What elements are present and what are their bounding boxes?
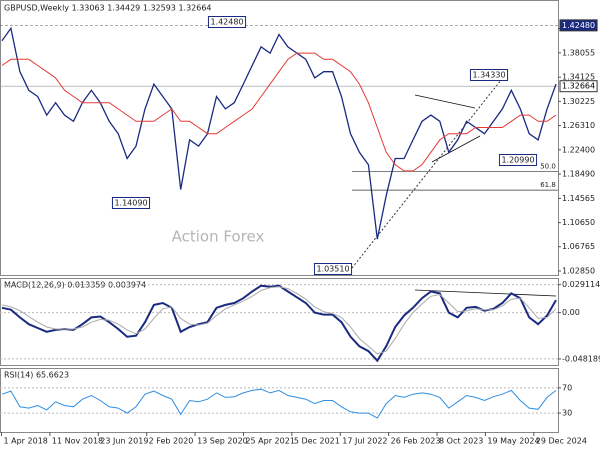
x-tick-label: 26 Feb 2023: [391, 437, 441, 446]
y-tick-label: 1.14565: [562, 194, 595, 203]
wedge-lower: [431, 135, 481, 163]
series-line: [1, 286, 557, 355]
x-tick-label: 2 Feb 2020: [149, 437, 194, 446]
y-tick-label: 1.10650: [562, 218, 595, 227]
y-tick-label: 0.029114: [562, 280, 600, 289]
label-box: [498, 154, 538, 166]
wedge-upper: [414, 94, 476, 109]
watermark: Action Forex: [172, 228, 265, 246]
macd-panel: [0, 278, 559, 366]
wedge: [414, 94, 481, 163]
annotation: 1.14090: [114, 199, 147, 208]
label-box: [469, 69, 509, 81]
y-tick-label: 1.26310: [562, 121, 595, 130]
y-tick-label: 70: [562, 383, 572, 392]
annotation: 1.34330: [472, 71, 505, 80]
y-tick-label: 1.18490: [562, 170, 595, 179]
series-line: [1, 26, 557, 240]
price-line-label: 1.32664: [562, 82, 595, 91]
y-tick-label: 1.06765: [562, 242, 595, 251]
x-tick-label: 23 Jun 2019: [100, 437, 148, 446]
y-tick-label: 1.22400: [562, 145, 595, 154]
x-tick-label: 11 Nov 2018: [52, 437, 103, 446]
series-line: [1, 52, 557, 172]
macd-resistance: [414, 289, 557, 297]
label-box: [559, 19, 598, 32]
panel-title: GBPUSD,Weekly 1.33063 1.34429 1.32593 1.…: [4, 4, 212, 13]
annotation: 1.03510: [316, 265, 349, 274]
y-tick-label: 1.30225: [562, 97, 595, 106]
series-line: [1, 388, 557, 419]
x-tick-label: 5 Dec 2021: [294, 437, 340, 446]
x-tick-label: 17 Jul 2022: [342, 437, 387, 446]
y-tick-label: 1.02850: [562, 266, 595, 275]
price-panel: [0, 0, 559, 276]
label-box: [111, 197, 151, 209]
x-tick-label: 1 Apr 2018: [4, 437, 48, 446]
label-box: [207, 16, 247, 28]
label-box: [559, 80, 598, 93]
y-tick-label: -0.048189: [562, 354, 600, 363]
x-tick-label: 25 Apr 2021: [245, 437, 294, 446]
label-box: [313, 263, 353, 275]
price-line-label: 1.42480: [562, 21, 595, 30]
fib-label: 50.0: [540, 162, 556, 170]
x-tick-label: 19 May 2024: [487, 437, 539, 446]
annotation: 1.42480: [210, 18, 243, 27]
x-tick-label: 13 Sep 2020: [197, 437, 248, 446]
panel-frames: [0, 0, 559, 433]
x-tick-label: 29 Dec 2024: [536, 437, 587, 446]
panel-title: RSI(14) 65.6623: [4, 371, 69, 380]
rsi-panel: [0, 368, 559, 433]
y-tick-label: 30: [562, 409, 572, 418]
y-tick-label: 0.00: [562, 308, 580, 317]
panel-title: MACD(12,26,9) 0.013359 0.003974: [4, 281, 146, 290]
fib-label: 61.8: [540, 181, 556, 189]
annotation: 1.20990: [501, 156, 534, 165]
x-tick-label: 8 Oct 2023: [439, 437, 483, 446]
y-tick-label: 1.38055: [562, 48, 595, 57]
y-tick-label: 1.34125: [562, 73, 595, 82]
